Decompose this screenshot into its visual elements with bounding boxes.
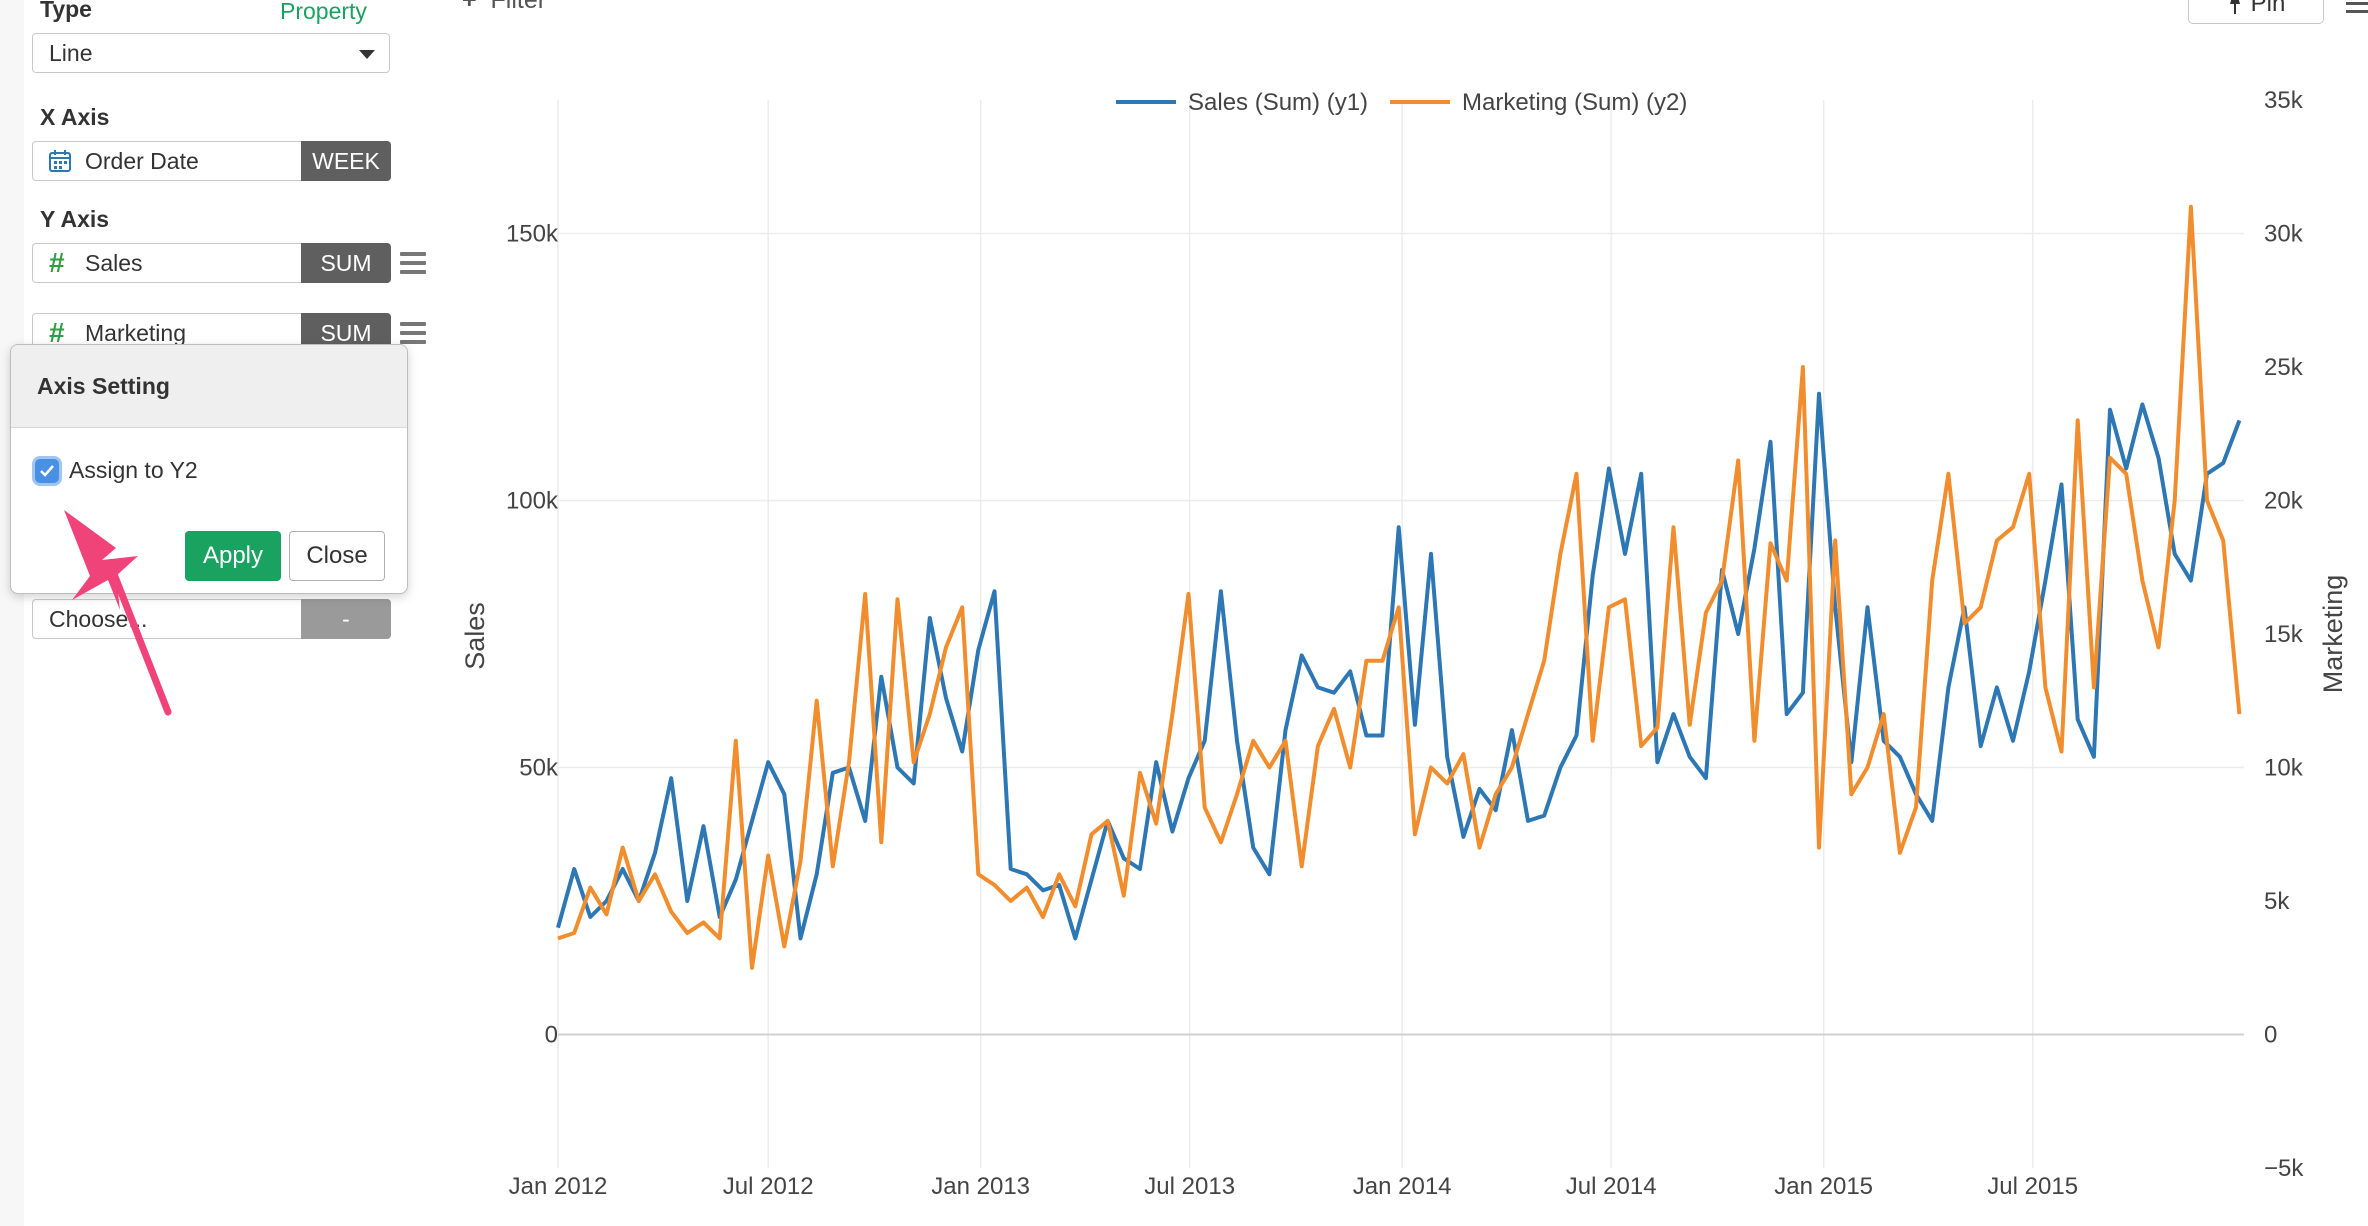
x-tick-label: Jul 2013 [1144,1173,1235,1200]
chart-type-value: Line [49,39,93,66]
close-button[interactable]: Close [289,531,385,581]
x-field-name: Order Date [85,147,199,174]
x-tick-label: Jan 2012 [509,1173,608,1200]
y2-tick-label: −5k [2264,1155,2304,1182]
chart-series [556,204,2242,970]
chart-legend[interactable]: Sales (Sum) (y1) Marketing (Sum) (y2) [1116,89,1687,116]
plus-icon: + [462,0,477,14]
x-tick-label: Jul 2014 [1566,1173,1657,1200]
chevron-down-icon [359,50,375,59]
y-agg-button-sales[interactable]: SUM [301,243,391,283]
chart-axes: Jan 2012 Jul 2012 Jan 2013 Jul 2013 Jan 2014… [460,87,2348,1200]
x-tick-label: Jan 2015 [1774,1173,1873,1200]
apply-button[interactable]: Apply [185,531,281,581]
x-axis-field[interactable]: Order Date [32,141,302,181]
popover-title: Axis Setting [11,345,407,428]
left-edge-strip [0,0,24,1226]
x-tick-label: Jul 2015 [1987,1173,2078,1200]
y-tick-label: 0 [545,1022,558,1049]
axis-setting-popover: Axis Setting Assign to Y2 Apply Close [10,344,408,594]
chart-config-sidebar: Type Property Line X Axis Order Date WEE… [24,0,454,1226]
menu-icon[interactable] [400,252,426,274]
legend-item-label: Marketing (Sum) (y2) [1462,89,1687,116]
checkmark-icon [40,465,54,477]
x-tick-label: Jul 2012 [723,1173,814,1200]
more-menu-icon[interactable] [2346,0,2368,18]
y2-tick-label: 15k [2264,621,2304,648]
y-tick-label: 50k [519,755,559,782]
y2-tick-label: 25k [2264,354,2304,381]
y2-tick-label: 5k [2264,888,2290,915]
property-link[interactable]: Property [280,0,367,24]
type-label: Type [40,0,92,22]
assign-y2-checkbox[interactable] [35,459,59,483]
chart-type-select[interactable]: Line [32,33,390,73]
pointer-arrow-annotation [64,510,172,716]
hash-icon: # [49,247,65,278]
y2-tick-label: 20k [2264,488,2304,515]
filter-label: Filter [490,0,547,14]
pin-button[interactable]: Pin [2188,0,2324,24]
legend-item-label: Sales (Sum) (y1) [1188,89,1368,116]
y-tick-label: 100k [506,488,559,515]
y2-tick-label: 0 [2264,1022,2277,1049]
sales-series-line [556,391,2242,941]
pin-label: Pin [2250,0,2286,17]
choose-field[interactable]: Choose... [32,599,302,639]
calendar-icon [49,150,85,172]
y-field-name: Sales [85,249,143,276]
y-axis-label: Y Axis [40,206,110,232]
add-filter-button[interactable]: + Filter [462,0,546,15]
choose-agg-button[interactable]: - [301,599,391,639]
x-axis-label: X Axis [40,104,110,130]
y2-tick-label: 30k [2264,221,2304,248]
y2-tick-label: 35k [2264,87,2304,114]
menu-icon[interactable] [400,322,426,344]
marketing-series-line [557,204,2242,970]
pin-icon [2229,0,2240,14]
y-field-name: Marketing [85,319,186,346]
y2-tick-label: 10k [2264,755,2304,782]
x-tick-label: Jan 2014 [1353,1173,1452,1200]
x-tick-label: Jan 2013 [931,1173,1030,1200]
y-tick-label: 150k [506,221,559,248]
y-field-sales[interactable]: # Sales [32,243,302,283]
x-agg-button[interactable]: WEEK [301,141,391,181]
assign-y2-label: Assign to Y2 [69,457,198,483]
y2-axis-title: Marketing [2318,575,2348,694]
hash-icon: # [49,317,65,348]
y-axis-title: Sales [460,602,490,670]
